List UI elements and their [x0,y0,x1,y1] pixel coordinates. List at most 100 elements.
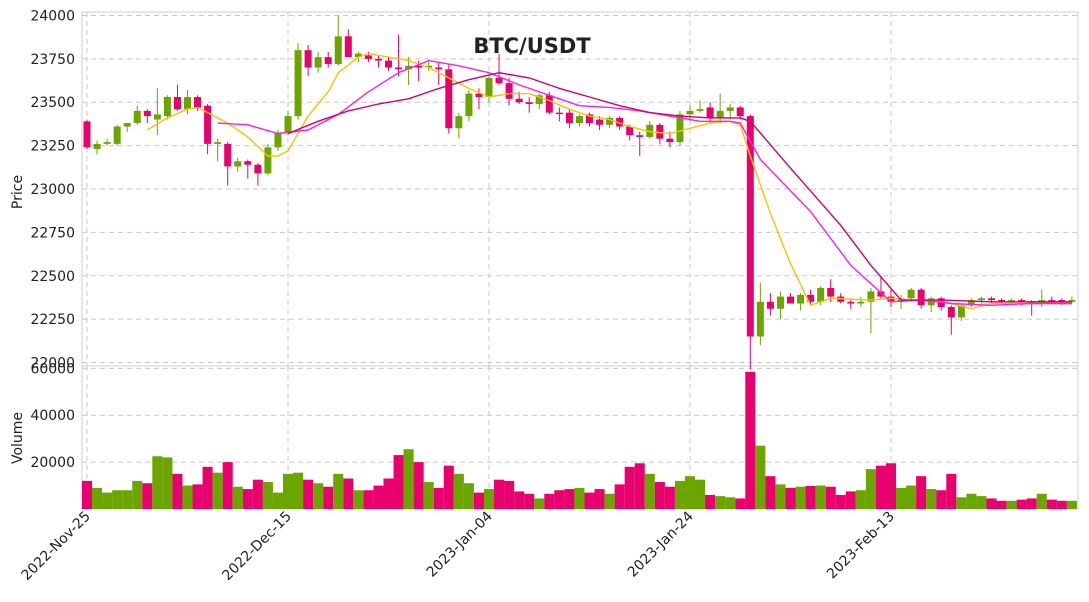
candle-body [475,93,483,98]
price-tick-label: 22000 [30,356,75,372]
candle-body [756,301,764,337]
candle-body [525,102,533,104]
price-tick-label: 22750 [30,225,75,241]
candle-body [917,289,925,306]
candle-body [515,98,523,103]
volume-bar [262,482,273,509]
volume-bar [835,494,846,509]
x-tick-label: 2022-Nov-25 [19,509,94,584]
chart-title: BTC/USDT [473,34,591,58]
volume-bar [815,485,826,509]
volume-bar [695,479,706,509]
volume-tick-label: 20000 [30,455,75,471]
candle-body [284,116,292,134]
volume-bar [825,486,836,509]
volume-bar [906,485,917,509]
candle-body [636,135,644,137]
candle-body [998,300,1006,302]
volume-bar [865,469,876,509]
candle-body [907,289,915,299]
volume-bar [453,473,464,509]
volume-bar [966,493,977,509]
volume-bar [152,456,163,509]
moving-average-line [217,59,1072,306]
volume-bar [81,480,93,509]
volume-bar [433,487,444,509]
price-axis: 22000 22250 22500 22750 23000 23250 23500 23750… [30,8,75,371]
volume-bar [102,492,113,509]
moving-average-line [287,72,1072,303]
volume-bar [303,479,314,509]
volume-bar [594,489,605,509]
candle-body [123,123,131,127]
candle-body [545,95,553,113]
volume-bar [293,472,304,509]
volume-tick-label: 40000 [30,408,75,424]
candle-body [1028,301,1036,304]
volume-bar [896,487,907,509]
volume-bar [242,489,253,509]
candles [83,15,1076,370]
volume-bar [775,484,786,509]
volume-bar [986,498,997,509]
candle-body [173,97,181,110]
price-tick-label: 22250 [30,312,75,328]
volume-bar [785,487,796,509]
candle-body [455,116,463,129]
volume-bar [634,463,645,509]
candle-body [264,147,272,174]
volume-bar [313,483,324,509]
volume-bar [654,482,665,509]
volume-bar [524,493,535,509]
volume-bar [483,489,495,509]
candle-body [314,57,322,68]
candle-body [535,95,543,104]
candle-body [194,97,202,108]
x-tick-label: 2022-Dec-15 [219,509,294,584]
candle-body [103,142,111,144]
volume-tick-label: 60000 [30,361,75,377]
volume-bar [1016,499,1027,509]
volume-bar [725,497,736,509]
volume-bar [353,490,364,509]
price-axis-label: Price [10,175,26,209]
volume-bar [403,449,414,509]
volume-bar [463,483,474,509]
candle-body [364,55,372,59]
volume-bar [795,486,806,509]
volume-bar [805,486,816,509]
volume-bar [574,487,585,509]
candle-body [214,142,222,144]
candle-body [827,287,835,297]
volume-bar [926,489,937,509]
candle-body [646,124,654,137]
candle-body [988,298,995,301]
candle-body [324,57,332,65]
volume-bar [956,497,967,509]
candle-body [224,143,232,167]
volume-bar [946,473,957,509]
volume-bar [684,476,696,509]
candle-body [626,126,634,136]
volume-bar [142,483,153,509]
candle-body [847,301,855,304]
candle-body [1018,300,1026,302]
candle-body [465,93,473,117]
volume-bar [855,490,866,509]
volume-bar [1006,500,1017,509]
volume-bar [1056,500,1067,509]
candle-body [807,294,815,302]
candle-body [113,126,121,144]
candle-body [967,300,975,306]
candle-body [696,109,704,111]
volume-bar [473,492,484,509]
moving-average-line [146,52,1072,310]
candle-body [1068,300,1076,302]
candle-body [405,65,413,70]
volume-bar [644,473,655,509]
price-tick-label: 23750 [30,52,75,68]
x-axis: 2022-Nov-25 2022-Dec-15 2023-Jan-04 2023-Ja… [19,508,898,583]
volume-bar [614,484,625,509]
volume-bar [282,473,294,509]
volume-bar [504,480,515,509]
